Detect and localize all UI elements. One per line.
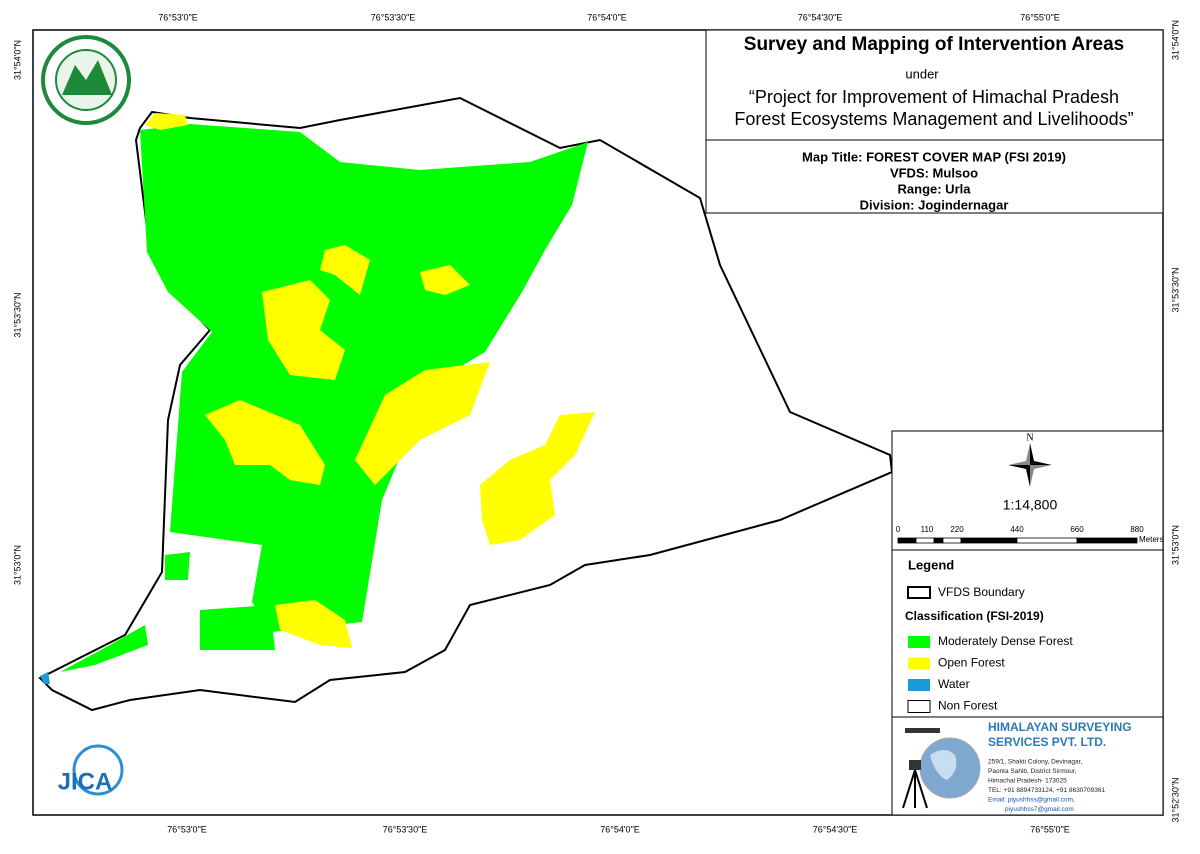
scale-tick-label: 0 — [896, 525, 901, 534]
grid-label: 76°55'0"E — [1020, 12, 1060, 22]
legend-swatch — [908, 657, 930, 670]
open-forest — [145, 113, 188, 130]
scale-tick-label: 440 — [1010, 525, 1024, 534]
scale-tick-label: 110 — [921, 525, 934, 534]
grid-label: 31°52'30"N — [1170, 777, 1180, 822]
division: Division: Jogindernagar — [860, 197, 1009, 212]
grid-label: 76°53'0"E — [167, 824, 207, 834]
company-name: SERVICES PVT. LTD. — [988, 735, 1106, 749]
info-box — [705, 139, 1164, 214]
moderately-dense-forest — [165, 552, 190, 580]
scale-tick-label: 880 — [1130, 525, 1144, 534]
scale-bar — [897, 537, 1138, 544]
range: Range: Urla — [898, 181, 972, 196]
moderately-dense-forest — [200, 605, 275, 650]
open-forest — [320, 245, 370, 295]
forest-dept-logo — [41, 35, 131, 125]
company-address: Paonta Sahib, District Sirmour, — [988, 768, 1077, 775]
vfds: VFDS: Mulsoo — [890, 165, 978, 180]
company-address: Email: piyushhss@gmail.com, — [988, 797, 1075, 804]
title: Survey and Mapping of Intervention Areas — [744, 34, 1124, 55]
scale-unit: Meters — [1139, 535, 1163, 544]
open-forest — [275, 600, 352, 648]
grid-label: 31°53'30"N — [12, 292, 22, 337]
grid-label: 31°53'0"N — [12, 545, 22, 585]
grid-label: 31°54'0"N — [12, 40, 22, 80]
legend-swatch — [908, 679, 930, 691]
legend-label: Non Forest — [938, 699, 998, 713]
project-line: Forest Ecosystems Management and Livelih… — [734, 109, 1133, 129]
grid-label: 76°53'30"E — [383, 824, 428, 834]
grid-label: 31°53'0"N — [1170, 525, 1180, 565]
legend-swatch — [908, 636, 930, 648]
legend-swatch — [907, 586, 931, 599]
legend-swatch — [907, 700, 931, 713]
legend-label: VFDS Boundary — [938, 585, 1025, 599]
open-forest — [355, 362, 490, 485]
grid-label: 76°53'0"E — [158, 12, 198, 22]
open-forest — [262, 280, 345, 380]
moderately-dense-forest — [140, 124, 588, 632]
jica-logo-text: JICA — [58, 768, 113, 795]
company-address: 259/1, Shakti Colony, Devinagar, — [988, 759, 1082, 766]
moderately-dense-forest — [60, 625, 148, 672]
grid-label: 76°54'0"E — [587, 12, 627, 22]
water — [40, 672, 50, 684]
map-title: Map Title: FOREST COVER MAP (FSI 2019) — [802, 149, 1066, 164]
scale-ratio: 1:14,800 — [1003, 497, 1058, 513]
scale-tick-label: 660 — [1070, 525, 1084, 534]
grid-label: 76°54'30"E — [813, 824, 858, 834]
legend-title: Legend — [908, 557, 954, 572]
open-forest — [480, 412, 595, 545]
company-address: piyushhss7@gmail.com — [1005, 806, 1074, 813]
grid-label: 31°53'30"N — [1170, 267, 1180, 312]
legend-label: Open Forest — [938, 656, 1005, 670]
company-address: TEL: +91 8894733124, +91 8630709361 — [988, 787, 1105, 794]
scale-tick-label: 220 — [950, 525, 964, 534]
company-name: HIMALAYAN SURVEYING — [988, 720, 1132, 734]
north-label: N — [1026, 432, 1033, 443]
title-box — [705, 29, 1164, 141]
company-logo — [902, 728, 981, 809]
legend-label: Moderately Dense Forest — [938, 634, 1073, 648]
legend-box — [891, 549, 1164, 718]
legend-subtitle: Classification (FSI-2019) — [905, 609, 1044, 623]
open-forest — [420, 265, 470, 295]
grid-label: 31°54'0"N — [1170, 20, 1180, 60]
grid-label: 76°55'0"E — [1030, 824, 1070, 834]
open-forest — [205, 400, 325, 485]
jica-logo — [72, 744, 124, 796]
subtitle: under — [905, 66, 939, 81]
grid-label: 76°54'30"E — [798, 12, 843, 22]
north-arrow — [1008, 443, 1052, 487]
grid-label: 76°53'30"E — [371, 12, 416, 22]
project-line: “Project for Improvement of Himachal Pra… — [749, 87, 1119, 107]
grid-label: 76°54'0"E — [600, 824, 640, 834]
company-address: Himachal Pradesh- 173025 — [988, 778, 1067, 785]
legend-label: Water — [938, 677, 970, 691]
